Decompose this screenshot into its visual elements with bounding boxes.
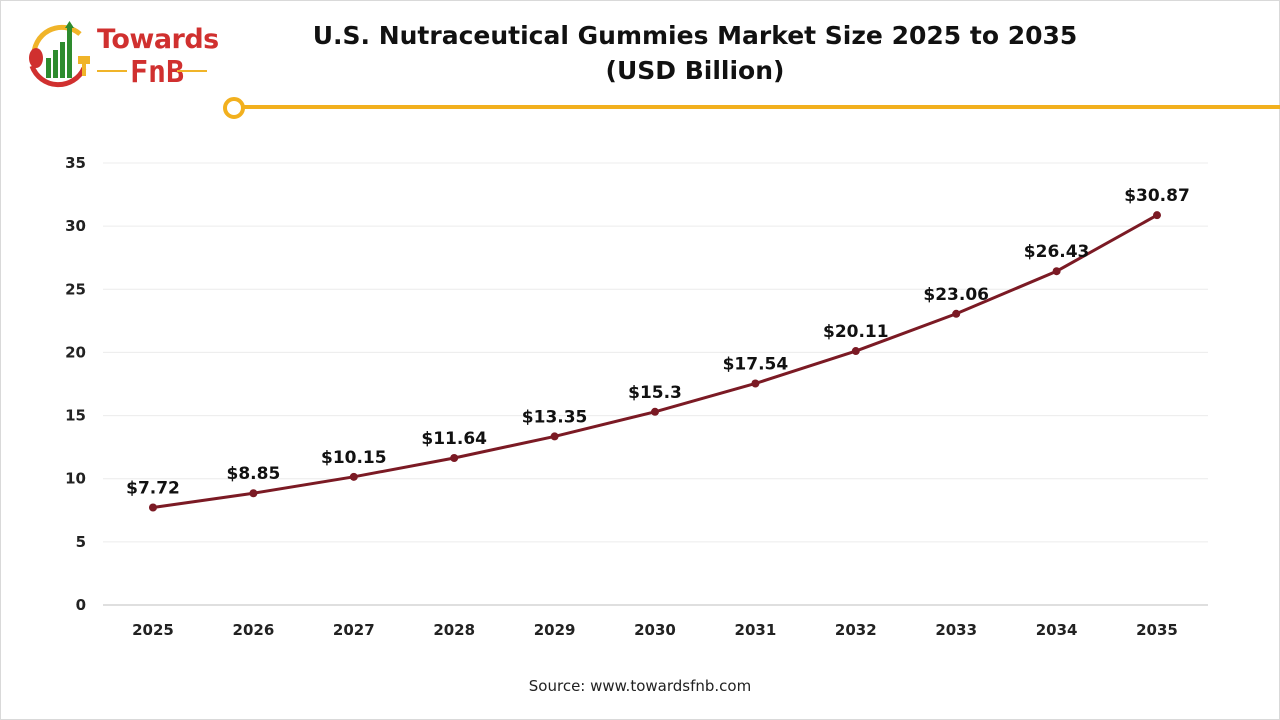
logo-icon — [29, 21, 90, 88]
y-tick-label: 20 — [65, 343, 86, 361]
data-point — [1153, 211, 1161, 220]
y-tick-label: 5 — [76, 533, 86, 551]
data-label: $8.85 — [227, 464, 281, 484]
data-label: $26.43 — [1024, 242, 1090, 262]
data-point — [249, 489, 258, 498]
y-tick-label: 15 — [65, 407, 86, 425]
logo-text: Towards — [97, 24, 219, 55]
data-label: $10.15 — [321, 448, 387, 468]
data-label: $7.72 — [126, 479, 180, 499]
data-point — [349, 472, 358, 481]
series-line — [152, 213, 1158, 509]
logo-text: FnB — [130, 55, 185, 90]
x-tick-label: 2032 — [835, 621, 877, 639]
data-point — [450, 454, 459, 463]
y-tick-label: 0 — [76, 596, 86, 614]
data-label: $11.64 — [421, 429, 487, 449]
logo-divider — [177, 70, 207, 72]
title-line: U.S. Nutraceutical Gummies Market Size 2… — [312, 21, 1078, 50]
data-point — [651, 407, 659, 416]
y-tick-label: 25 — [65, 280, 86, 298]
data-label: $15.3 — [628, 383, 682, 403]
x-tick-label: 2031 — [735, 621, 777, 639]
x-tick-label: 2029 — [534, 621, 576, 639]
data-label: $20.11 — [823, 322, 889, 342]
data-label: $17.54 — [723, 354, 789, 374]
x-tick-label: 2034 — [1036, 621, 1078, 639]
source-note: Source: www.towardsfnb.com — [528, 677, 752, 695]
y-tick-label: 30 — [65, 217, 86, 235]
data-point — [952, 309, 961, 318]
data-point — [1052, 267, 1061, 276]
y-tick-label: 10 — [65, 470, 86, 488]
data-label: $30.87 — [1124, 186, 1190, 206]
data-point — [149, 503, 157, 512]
data-label: $23.06 — [923, 285, 989, 305]
x-tick-label: 2026 — [233, 621, 275, 639]
data-point — [550, 432, 559, 441]
x-tick-label: 2033 — [935, 621, 977, 639]
y-tick-label: 35 — [65, 154, 86, 172]
x-tick-label: 2027 — [333, 621, 375, 639]
x-tick-label: 2030 — [634, 621, 676, 639]
x-tick-label: 2028 — [433, 621, 475, 639]
subtitle-line: (USD Billion) — [605, 56, 785, 85]
data-point — [851, 347, 860, 356]
data-label: $13.35 — [522, 407, 588, 427]
x-tick-label: 2025 — [132, 621, 174, 639]
logo: Towards FnB — [22, 18, 219, 90]
accent-line — [242, 105, 1280, 109]
data-point — [751, 379, 760, 388]
logo-divider — [97, 70, 127, 72]
chart-title: U.S. Nutraceutical Gummies Market Size 2… — [300, 18, 1090, 88]
x-tick-label: 2035 — [1136, 621, 1178, 639]
